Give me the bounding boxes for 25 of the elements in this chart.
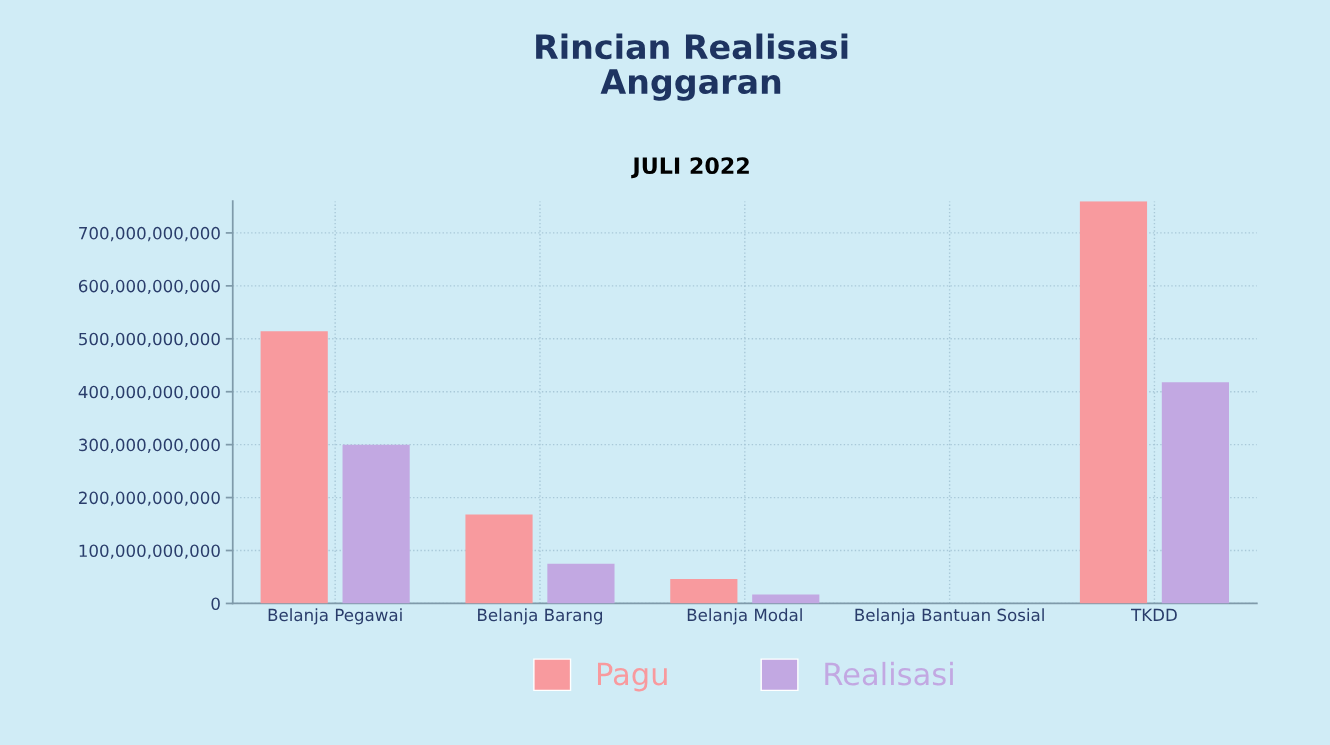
x-tick-label: Belanja Barang — [478, 608, 603, 625]
legend-label: Realisasi — [825, 661, 953, 686]
x-tick-label: Belanja Pegawai — [268, 608, 402, 625]
y-tick-label: 300,000,000,000 — [79, 438, 220, 453]
x-tick-label: TKDD — [1131, 608, 1177, 621]
bar — [465, 514, 533, 604]
x-tick-label: Belanja Bantuan Sosial — [855, 608, 1044, 625]
y-tick-label: 400,000,000,000 — [78, 385, 220, 400]
chart-subtitle: JULI 2022 — [631, 157, 749, 179]
y-tick-label: 700,000,000,000 — [79, 226, 220, 242]
y-tick-label: 100,000,000,000 — [79, 544, 220, 559]
bar — [260, 331, 328, 604]
y-tick-label: 0 — [211, 597, 220, 611]
bar — [342, 444, 410, 604]
bar — [752, 594, 820, 604]
y-tick-label: 200,000,000,000 — [79, 491, 220, 506]
y-tick-label: 500,000,000,000 — [79, 332, 220, 348]
chart-title: Rincian Realisasi Anggaran — [536, 33, 848, 101]
legend-label: Pagu — [597, 662, 667, 692]
y-tick-label: 600,000,000,000 — [78, 279, 220, 295]
bar — [1079, 201, 1148, 604]
bar — [547, 563, 615, 604]
bar — [1161, 382, 1229, 604]
bar — [670, 579, 738, 604]
x-tick-label: Belanja Modal — [687, 608, 802, 625]
